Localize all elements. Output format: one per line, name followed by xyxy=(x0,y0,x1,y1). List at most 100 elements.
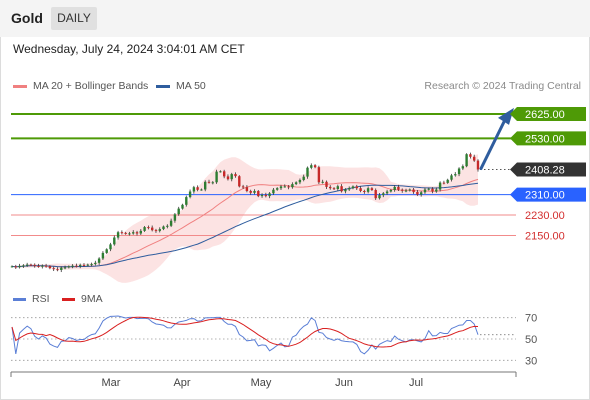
candle-body xyxy=(238,176,241,187)
candle-body xyxy=(230,174,233,180)
candle-body xyxy=(94,262,97,265)
candle-body xyxy=(465,154,468,167)
rsi-line xyxy=(11,315,479,355)
candle-body xyxy=(207,181,211,183)
candle-body xyxy=(169,220,173,226)
candle-body xyxy=(438,182,442,190)
candle-body xyxy=(435,189,438,192)
candle-body xyxy=(158,229,161,231)
candle-body xyxy=(329,186,332,189)
candle-body xyxy=(18,265,21,268)
candles xyxy=(10,152,480,273)
price-tag-2230.00: 2230.00 xyxy=(525,210,565,222)
candle-body xyxy=(385,191,389,194)
price-tag-2150.00: 2150.00 xyxy=(525,230,565,242)
timeframe-badge[interactable]: DAILY xyxy=(51,7,97,30)
candle-body xyxy=(389,190,393,192)
candle-body xyxy=(67,266,70,268)
candle-body xyxy=(162,226,165,230)
timestamp: Wednesday, July 24, 2024 3:04:01 AM CET xyxy=(13,42,245,56)
legend-swatch-ma50 xyxy=(156,84,170,88)
candle-body xyxy=(257,191,260,197)
candle-body xyxy=(457,168,461,175)
candle-body xyxy=(359,188,362,191)
candle-body xyxy=(476,160,480,170)
candle-body xyxy=(211,182,214,184)
price-tag-2408.28: 2408.28 xyxy=(525,164,565,176)
candle-body xyxy=(454,174,457,176)
x-tick-label-Jun: Jun xyxy=(335,377,353,389)
legend-swatch-9ma xyxy=(62,297,75,301)
candle-body xyxy=(234,174,237,177)
candle-body xyxy=(427,188,430,190)
price-tag-bg-2530.00 xyxy=(510,131,586,146)
candle-body xyxy=(90,264,93,266)
legend-ma20: MA 20 + Bollinger Bands xyxy=(13,80,148,92)
candle-body xyxy=(306,167,309,177)
candle-body xyxy=(219,171,222,173)
price-tag-2530.00: 2530.00 xyxy=(525,133,565,145)
candle-body xyxy=(302,176,305,180)
candle-body xyxy=(48,266,52,269)
candle-body xyxy=(317,167,321,183)
candle-body xyxy=(200,189,203,191)
price-tag-2310.00: 2310.00 xyxy=(525,190,565,202)
candle-body xyxy=(408,189,411,191)
candle-body xyxy=(44,265,48,267)
candle-body xyxy=(22,265,25,267)
candle-body xyxy=(423,189,427,193)
candle-body xyxy=(446,179,449,183)
candle-body xyxy=(173,214,177,221)
candle-body xyxy=(276,188,279,190)
candle-body xyxy=(139,230,142,234)
candle-body xyxy=(404,190,408,192)
candle-body xyxy=(120,232,124,234)
candle-body xyxy=(279,186,283,189)
candle-body xyxy=(374,190,377,199)
candle-body xyxy=(56,269,59,271)
legend-label-9ma: 9MA xyxy=(81,293,103,305)
legend-label-rsi: RSI xyxy=(32,293,50,305)
candle-body xyxy=(249,191,252,193)
candle-body xyxy=(321,181,324,183)
candle-body xyxy=(135,232,139,234)
candle-body xyxy=(151,227,154,231)
candle-body xyxy=(26,264,29,266)
header-bar: Gold DAILY xyxy=(0,0,590,37)
price-tag-bg-2408.28 xyxy=(510,162,586,177)
candle-body xyxy=(63,267,67,269)
legend-label-ma20: MA 20 + Bollinger Bands xyxy=(33,80,149,92)
bollinger-band xyxy=(12,154,478,283)
candle-body xyxy=(147,227,150,229)
candle-body xyxy=(264,194,267,197)
credit-text: Research © 2024 Trading Central xyxy=(424,80,581,92)
legend-swatch-rsi xyxy=(13,297,26,301)
candle-body xyxy=(196,187,199,190)
candle-body xyxy=(109,244,112,250)
candle-body xyxy=(348,188,351,190)
x-tick-label-Jul: Jul xyxy=(409,377,423,389)
legend-label-ma50: MA 50 xyxy=(176,80,206,92)
price-tag-2625.00: 2625.00 xyxy=(525,109,565,121)
candle-body xyxy=(166,225,169,227)
candle-body xyxy=(397,186,400,190)
candle-body xyxy=(71,265,74,267)
candle-body xyxy=(241,186,245,188)
candle-body xyxy=(469,154,472,157)
candle-body xyxy=(154,230,158,232)
candle-body xyxy=(204,181,207,190)
candle-body xyxy=(132,232,135,234)
candle-body xyxy=(283,186,286,188)
candle-body xyxy=(29,264,33,266)
candle-body xyxy=(287,186,290,188)
candle-body xyxy=(116,232,120,238)
candle-body xyxy=(313,165,317,168)
price-tag-bg-2625.00 xyxy=(510,107,586,122)
candle-body xyxy=(223,171,226,177)
candle-body xyxy=(177,208,180,215)
candle-body xyxy=(366,188,370,192)
ma50-line xyxy=(11,182,479,268)
candle-body xyxy=(473,156,476,161)
candle-body xyxy=(101,252,105,259)
